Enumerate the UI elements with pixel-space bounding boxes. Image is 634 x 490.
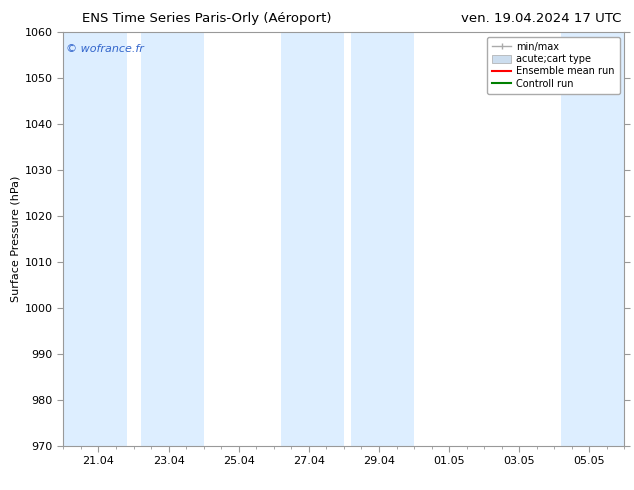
Text: © wofrance.fr: © wofrance.fr — [66, 44, 144, 54]
Bar — [351, 32, 414, 446]
Bar — [561, 32, 624, 446]
Bar — [281, 32, 344, 446]
Bar — [63, 32, 127, 446]
Bar — [141, 32, 204, 446]
Text: ENS Time Series Paris-Orly (Aéroport): ENS Time Series Paris-Orly (Aéroport) — [82, 12, 332, 25]
Legend: min/max, acute;cart type, Ensemble mean run, Controll run: min/max, acute;cart type, Ensemble mean … — [487, 37, 619, 94]
Y-axis label: Surface Pressure (hPa): Surface Pressure (hPa) — [11, 176, 21, 302]
Text: ven. 19.04.2024 17 UTC: ven. 19.04.2024 17 UTC — [461, 12, 621, 25]
